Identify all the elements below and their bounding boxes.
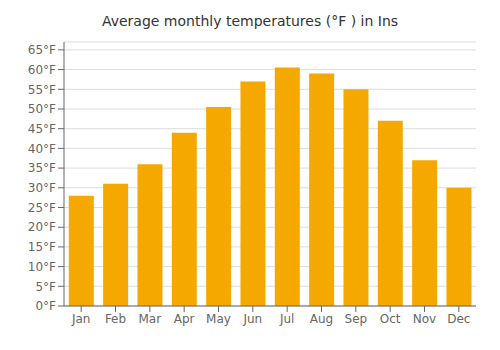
svg-text:40°F: 40°F (28, 142, 56, 156)
svg-text:Sep: Sep (345, 312, 368, 326)
svg-text:65°F: 65°F (28, 43, 56, 57)
svg-text:55°F: 55°F (28, 83, 56, 97)
svg-text:35°F: 35°F (28, 161, 56, 175)
svg-text:Nov: Nov (413, 312, 436, 326)
svg-text:0°F: 0°F (35, 299, 56, 313)
svg-text:15°F: 15°F (28, 240, 56, 254)
svg-text:20°F: 20°F (28, 220, 56, 234)
html-text:Average monthly temperatures (: Average monthly temperatures (°F ) in In… (101, 13, 399, 29)
svg-text:25°F: 25°F (28, 201, 56, 215)
svg-text:Aug: Aug (310, 312, 333, 326)
svg-text:50°F: 50°F (28, 102, 56, 116)
svg-text:Oct: Oct (380, 312, 401, 326)
svg-text:Jul: Jul (279, 312, 294, 326)
svg-text:10°F: 10°F (28, 260, 56, 274)
svg-text:Apr: Apr (174, 312, 195, 326)
svg-text:30°F: 30°F (28, 181, 56, 195)
svg-text:45°F: 45°F (28, 122, 56, 136)
svg-text:Jun: Jun (242, 312, 262, 326)
svg-text:5°F: 5°F (35, 280, 56, 294)
svg-text:Jan: Jan (71, 312, 91, 326)
svg-text:60°F: 60°F (28, 63, 56, 77)
svg-text:Dec: Dec (447, 312, 470, 326)
svg-text:May: May (206, 312, 231, 326)
svg-text:Mar: Mar (139, 312, 162, 326)
svg-text:Feb: Feb (105, 312, 126, 326)
